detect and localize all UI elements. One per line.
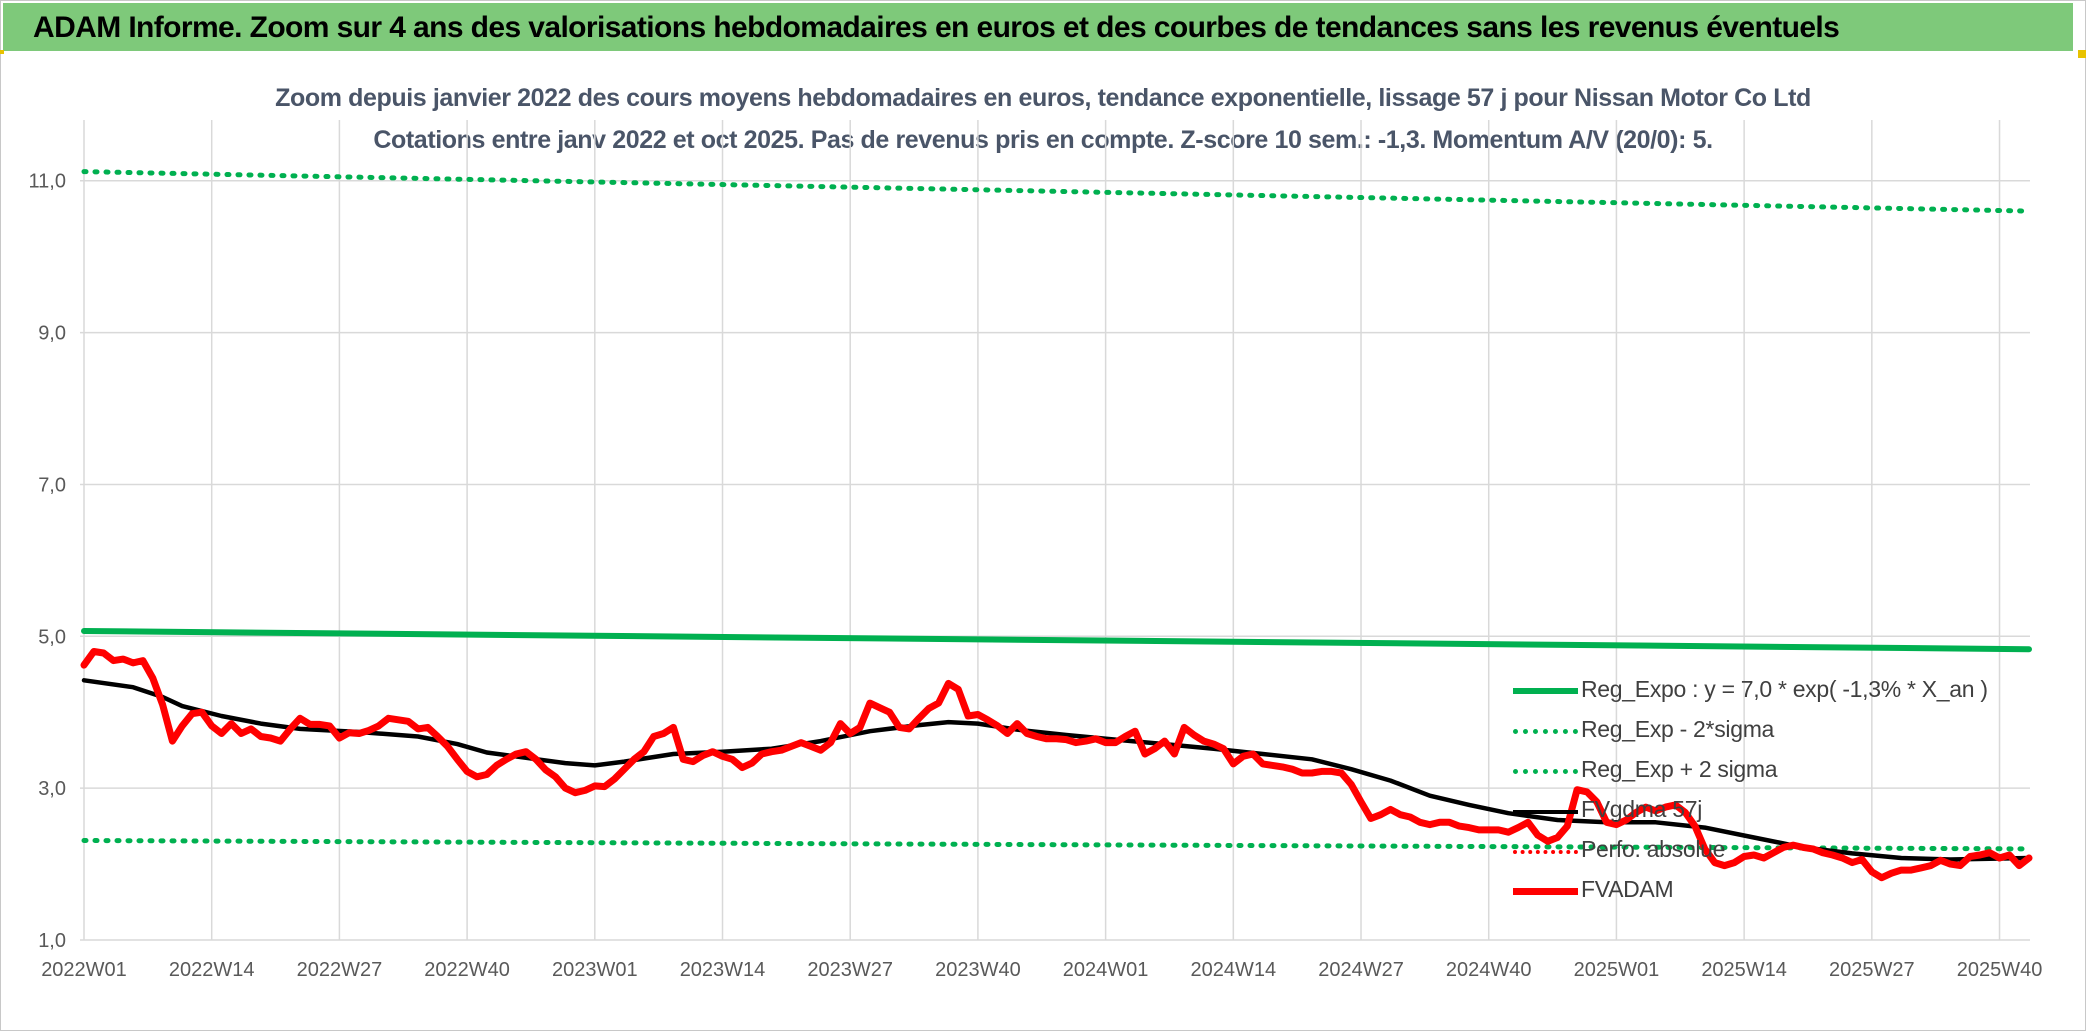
y-tick-label: 3,0 (38, 778, 66, 800)
legend-item-perfo: Perfo. absolue (1513, 833, 1983, 869)
chart-subtitle: Cotations entre janv 2022 et oct 2025. P… (373, 126, 1713, 154)
legend-swatch-solid-black (1513, 810, 1578, 814)
x-tick-label: 2024W14 (1191, 959, 1277, 981)
x-tick-label: 2022W14 (169, 959, 255, 981)
legend-item-fvgdma: FVgdma 57j (1513, 793, 1983, 829)
x-tick-label: 2022W01 (41, 959, 127, 981)
series-line-2 (81, 169, 2032, 214)
x-tick-label: 2025W40 (1957, 959, 2043, 981)
legend-swatch-dotted-green (1513, 729, 1578, 734)
legend-label: FVgdma 57j (1581, 796, 1703, 822)
legend-item-reg-expo: Reg_Expo : y = 7,0 * exp( -1,3% * X_an ) (1513, 673, 1988, 709)
report-header: ADAM Informe. Zoom sur 4 ans des valoris… (3, 3, 2073, 51)
x-tick-label: 2024W40 (1446, 959, 1532, 981)
x-tick-label: 2022W40 (424, 959, 510, 981)
y-tick-label: 11,0 (29, 171, 66, 193)
x-tick-label: 2025W01 (1574, 959, 1660, 981)
series-line-0 (81, 628, 2032, 653)
legend-item-reg-exp-minus: Reg_Exp - 2*sigma (1513, 713, 1983, 749)
series-line-3 (81, 678, 2032, 862)
legend-swatch-dotted-green (1513, 769, 1578, 774)
legend-swatch-solid-green (1513, 688, 1578, 694)
legend-label: Reg_Exp - 2*sigma (1581, 716, 1775, 742)
y-tick-label: 7,0 (38, 474, 66, 496)
corner-marker-right (2078, 50, 2086, 58)
y-tick-label: 5,0 (38, 626, 66, 648)
legend-item-reg-exp-plus: Reg_Exp + 2 sigma (1513, 753, 1983, 789)
corner-marker-left (0, 50, 4, 54)
legend-label: Reg_Exp + 2 sigma (1581, 756, 1778, 782)
series-line-5 (80, 648, 2033, 882)
x-tick-label: 2023W40 (935, 959, 1021, 981)
legend-swatch-dotted-red (1513, 850, 1578, 854)
y-tick-label: 9,0 (38, 323, 66, 345)
x-tick-label: 2024W27 (1318, 959, 1404, 981)
y-tick-label: 1,0 (38, 930, 66, 952)
x-tick-label: 2025W14 (1701, 959, 1787, 981)
report-title: ADAM Informe. Zoom sur 4 ans des valoris… (33, 11, 1840, 44)
x-tick-label: 2024W01 (1063, 959, 1149, 981)
legend-label: Perfo. absolue (1581, 836, 1726, 862)
x-tick-label: 2025W27 (1829, 959, 1915, 981)
x-tick-label: 2023W27 (807, 959, 893, 981)
chart-title: Zoom depuis janvier 2022 des cours moyen… (275, 84, 1811, 112)
legend-item-fvadam: FVADAM (1513, 873, 1983, 909)
legend-label: FVADAM (1581, 876, 1674, 902)
legend-swatch-thick-red (1513, 888, 1578, 895)
x-tick-label: 2022W27 (297, 959, 383, 981)
x-tick-label: 2023W01 (552, 959, 638, 981)
x-tick-label: 2023W14 (680, 959, 766, 981)
legend-label: Reg_Expo : y = 7,0 * exp( -1,3% * X_an ) (1581, 676, 1988, 702)
